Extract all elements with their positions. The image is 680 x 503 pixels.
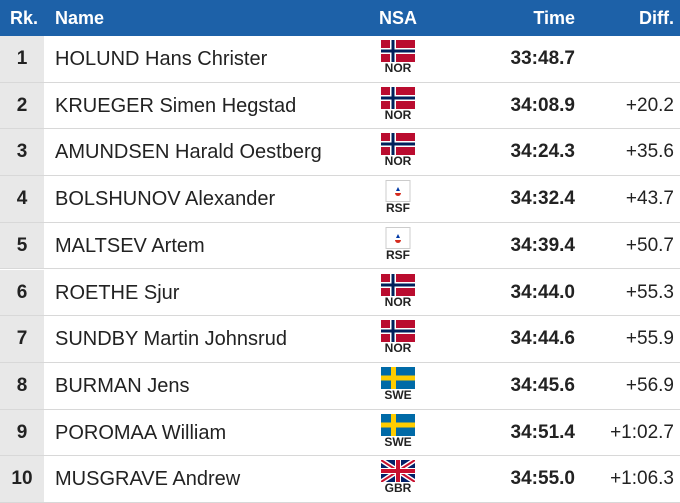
nsa-code: NOR bbox=[384, 61, 412, 75]
rank-cell: 10 bbox=[0, 456, 44, 502]
flag-icon bbox=[381, 273, 415, 296]
nsa-code: NOR bbox=[384, 154, 412, 169]
time-cell: 34:51.4 bbox=[510, 421, 575, 443]
nsa-cell: NOR bbox=[380, 320, 416, 355]
time-cell: 34:44.0 bbox=[510, 281, 575, 303]
time-cell: 34:24.3 bbox=[510, 141, 575, 163]
nsa-cell: NOR bbox=[380, 86, 416, 122]
nsa-cell: NOR bbox=[380, 40, 416, 75]
nsa-code: NOR bbox=[384, 294, 412, 309]
diff-cell: +43.7 bbox=[625, 188, 674, 210]
nsa-cell: RSF bbox=[380, 226, 416, 262]
flag-icon bbox=[381, 460, 415, 483]
header-cell: Name bbox=[55, 8, 105, 28]
flag-icon bbox=[381, 413, 415, 436]
rank-cell: 9 bbox=[0, 409, 44, 456]
table-row: 7 SUNDBY Martin Johnsrud NOR 34:44.6 +55.9 bbox=[0, 316, 680, 363]
diff-cell: +56.9 bbox=[625, 374, 674, 396]
time-cell: 34:45.6 bbox=[510, 374, 575, 396]
nsa-cell: GBR bbox=[380, 460, 416, 495]
table-row: 5 MALTSEV Artem RSF 34:39.4 +50.7 bbox=[0, 222, 680, 270]
rank-cell: 8 bbox=[0, 362, 44, 409]
time-cell: 33:48.7 bbox=[510, 48, 575, 69]
diff-cell: +55.9 bbox=[625, 328, 674, 350]
flag-icon bbox=[385, 180, 411, 203]
diff-cell: +50.7 bbox=[625, 234, 674, 256]
time-cell: 34:08.9 bbox=[510, 94, 575, 116]
name-cell: AMUNDSEN Harald Oestberg bbox=[55, 141, 322, 164]
flag-icon bbox=[381, 366, 415, 389]
table-row: 8 BURMAN Jens SWE 34:45.6 +56.9 bbox=[0, 362, 680, 410]
nsa-code: RSF bbox=[386, 201, 410, 216]
flag-icon bbox=[381, 86, 415, 109]
time-cell: 34:39.4 bbox=[510, 234, 575, 256]
nsa-code: SWE bbox=[384, 387, 412, 402]
nsa-cell: SWE bbox=[380, 413, 416, 449]
table-row: 2 KRUEGER Simen Hegstad NOR 34:08.9 +20.2 bbox=[0, 82, 680, 130]
rank-cell: 4 bbox=[0, 176, 44, 222]
table-row: 10 MUSGRAVE Andrew GBR 34:55.0 +1:06.3 bbox=[0, 456, 680, 503]
nsa-cell: NOR bbox=[380, 273, 416, 309]
diff-cell: +20.2 bbox=[625, 94, 674, 116]
rank-cell: 6 bbox=[0, 269, 44, 316]
rank-cell: 5 bbox=[0, 222, 44, 269]
diff-cell: +1:06.3 bbox=[610, 468, 674, 490]
diff-cell: +55.3 bbox=[625, 281, 674, 303]
rank-cell: 2 bbox=[0, 82, 44, 129]
header-cell: Diff. bbox=[639, 8, 674, 28]
table-row: 6 ROETHE Sjur NOR 34:44.0 +55.3 bbox=[0, 269, 680, 317]
header-cell: NSA bbox=[378, 8, 417, 28]
header-row: Rk. Name NSA Time Diff. bbox=[0, 0, 680, 36]
name-cell: BOLSHUNOV Alexander bbox=[55, 188, 276, 211]
time-cell: 34:55.0 bbox=[510, 468, 575, 490]
diff-cell: +1:02.7 bbox=[610, 421, 674, 443]
name-cell: MALTSEV Artem bbox=[55, 234, 205, 257]
flag-icon bbox=[381, 320, 415, 343]
table-row: 1 HOLUND Hans Christer NOR 33:48.7 bbox=[0, 36, 680, 83]
nsa-code: NOR bbox=[384, 341, 412, 356]
name-cell: KRUEGER Simen Hegstad bbox=[55, 94, 297, 117]
nsa-code: GBR bbox=[384, 481, 412, 496]
nsa-code: NOR bbox=[384, 107, 412, 122]
nsa-cell: RSF bbox=[380, 180, 416, 215]
table-row: 9 POROMAA William SWE 34:51.4 +1:02.7 bbox=[0, 409, 680, 457]
header-cell: Rk. bbox=[10, 8, 39, 28]
time-cell: 34:32.4 bbox=[510, 188, 575, 210]
nsa-cell: SWE bbox=[380, 366, 416, 402]
rank-cell: 1 bbox=[0, 36, 44, 82]
table-row: 4 BOLSHUNOV Alexander RSF 34:32.4 +43.7 bbox=[0, 176, 680, 223]
rank-cell: 7 bbox=[0, 316, 44, 362]
name-cell: MUSGRAVE Andrew bbox=[55, 468, 241, 491]
header-cell: Time bbox=[533, 8, 575, 28]
time-cell: 34:44.6 bbox=[510, 328, 575, 350]
nsa-cell: NOR bbox=[380, 133, 416, 168]
rank-cell: 3 bbox=[0, 129, 44, 176]
name-cell: POROMAA William bbox=[55, 421, 227, 444]
name-cell: HOLUND Hans Christer bbox=[55, 48, 268, 70]
nsa-code: SWE bbox=[384, 434, 412, 449]
diff-cell: +35.6 bbox=[625, 141, 674, 163]
table-row: 3 AMUNDSEN Harald Oestberg NOR 34:24.3 +35.6 bbox=[0, 129, 680, 177]
nsa-code: RSF bbox=[386, 247, 410, 262]
flag-icon bbox=[381, 40, 415, 62]
name-cell: BURMAN Jens bbox=[55, 374, 190, 397]
flag-icon bbox=[381, 133, 415, 156]
name-cell: ROETHE Sjur bbox=[55, 281, 180, 304]
flag-icon bbox=[385, 226, 411, 249]
name-cell: SUNDBY Martin Johnsrud bbox=[55, 328, 287, 351]
